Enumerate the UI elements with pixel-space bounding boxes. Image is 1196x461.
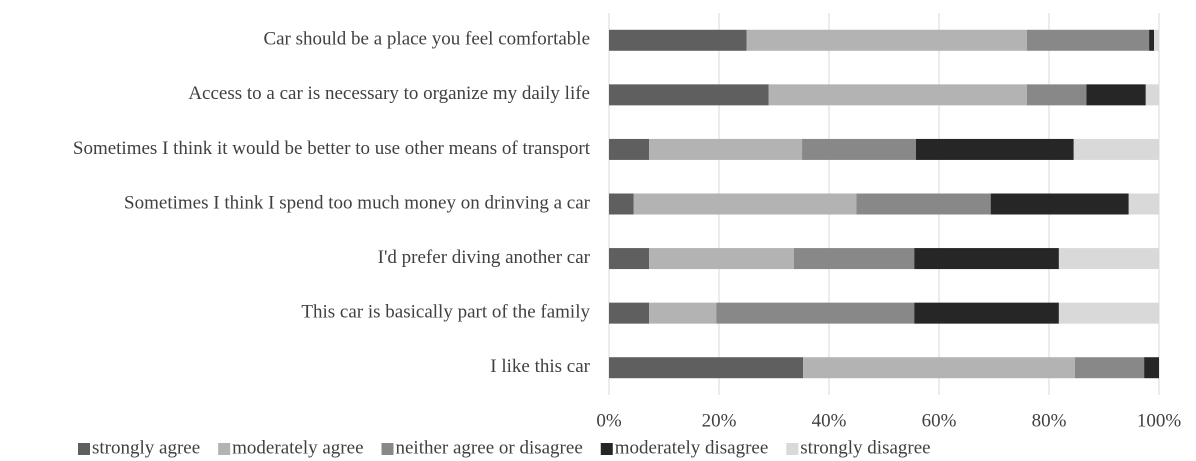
legend-label: moderately disagree — [615, 437, 769, 458]
bar-segment — [1027, 84, 1087, 106]
bar-segment — [633, 193, 857, 215]
bar-segment — [1128, 193, 1159, 215]
bar-segment — [915, 138, 1074, 160]
bar-segment — [649, 302, 717, 324]
bar-segment — [609, 193, 634, 215]
bar-segment — [1086, 84, 1146, 106]
x-tick-label: 0% — [596, 410, 622, 431]
y-tick-label: Sometimes I think I spend too much money… — [124, 192, 591, 213]
x-tick-label: 20% — [702, 410, 737, 431]
x-tick-label: 60% — [922, 410, 957, 431]
bar-segment — [649, 248, 794, 270]
y-tick-label: Car should be a place you feel comfortab… — [263, 29, 590, 50]
bar-segment — [793, 248, 915, 270]
bar-segment — [914, 302, 1059, 324]
bar-segment — [990, 193, 1129, 215]
legend-label: neither agree or disagree — [396, 437, 583, 458]
bar-segment — [1145, 84, 1159, 106]
y-tick-label: Access to a car is necessary to organize… — [188, 83, 590, 104]
bar-segment — [802, 138, 916, 160]
bar-segment — [609, 357, 804, 379]
legend-label: strongly disagree — [800, 437, 930, 458]
y-tick-label: Sometimes I think it would be better to … — [73, 138, 591, 159]
bar-segment — [914, 248, 1059, 270]
bar-segment — [856, 193, 991, 215]
bar-segment — [1074, 357, 1145, 379]
bar-segment — [1027, 29, 1150, 51]
y-tick-label: This car is basically part of the family — [301, 302, 590, 323]
bar-segment — [649, 138, 803, 160]
y-tick-label: I'd prefer diving another car — [378, 247, 591, 268]
bar-segment — [768, 84, 1027, 106]
bar-segment — [1154, 29, 1159, 51]
y-tick-label: I like this car — [490, 356, 590, 377]
bar-segment — [609, 302, 650, 324]
legend-swatch — [218, 443, 231, 455]
bar-segment — [1149, 29, 1155, 51]
bar-segment — [1144, 357, 1159, 379]
legend-label: moderately agree — [232, 437, 363, 458]
bar-segment — [1058, 248, 1159, 270]
x-tick-label: 80% — [1032, 410, 1067, 431]
bar-segment — [803, 357, 1075, 379]
bar-segment — [609, 248, 650, 270]
bar-segment — [746, 29, 1027, 51]
legend-label: strongly agree — [92, 437, 200, 458]
bar-segment — [716, 302, 915, 324]
legend-swatch — [786, 443, 799, 455]
bar-segment — [609, 84, 769, 106]
bar-segment — [609, 138, 650, 160]
x-tick-label: 100% — [1137, 410, 1182, 431]
x-tick-label: 40% — [812, 410, 847, 431]
bar-segment — [1058, 302, 1159, 324]
legend-swatch — [381, 443, 394, 455]
bar-segment — [1073, 138, 1159, 160]
bar-segment — [609, 29, 747, 51]
legend-swatch — [78, 443, 90, 455]
legend-swatch — [600, 443, 613, 455]
